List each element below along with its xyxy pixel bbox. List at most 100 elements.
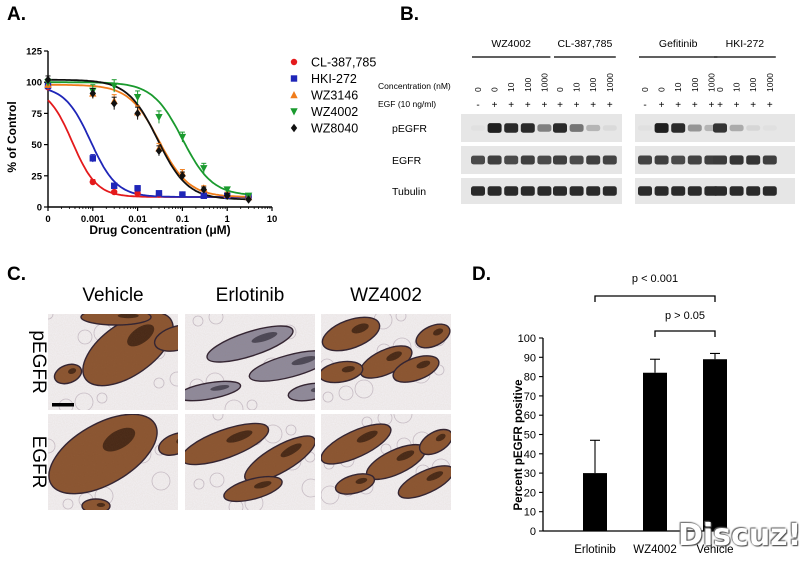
panel-a-data-point [224, 191, 231, 200]
panel-b-band [487, 123, 502, 133]
panel-b-concentration-value: 100 [748, 78, 758, 92]
panel-b-blot-label: EGFR [392, 155, 422, 167]
panel-d-bar [583, 473, 607, 531]
panel-b-band [762, 155, 777, 165]
panel-b-egf-value: + [590, 100, 596, 111]
panel-b-egf-value: + [525, 100, 531, 111]
panel-a-data-point [245, 195, 252, 204]
panel-d-category-label: Erlotinib [574, 544, 616, 556]
panel-b-band [586, 124, 601, 132]
panel-d-label: D. [472, 264, 491, 285]
panel-b-band [520, 155, 535, 165]
panel-d-y-tick-label: 40 [524, 449, 536, 461]
panel-d-significance-label: p < 0.001 [632, 273, 678, 285]
panel-d-significance-bracket [594, 295, 716, 302]
panel-c-histology: Vehicle Erlotinib WZ4002 pEGFR EGFR [28, 285, 451, 510]
panel-a-y-tick-label: 100 [26, 78, 42, 89]
panel-b-band [569, 155, 584, 165]
panel-a-dose-response-chart: % of Control Drug Concentration (μM) 0 25… [5, 47, 376, 238]
panel-d-y-axis-label: Percent pEGFR positive [513, 379, 525, 510]
panel-b-group-label: Gefitinib [659, 38, 698, 50]
panel-c-row-label: EGFR [28, 436, 49, 489]
panel-a-data-point [155, 190, 163, 197]
panel-c-scale-bar [52, 403, 74, 407]
panel-b-band [569, 124, 584, 132]
panel-c-tissue-image [185, 314, 315, 410]
panel-b-band [713, 155, 727, 165]
panel-c-column-label: Vehicle [82, 285, 143, 306]
panel-a-fit-curve [48, 83, 250, 198]
egf-row-label: EGF (10 ng/ml) [378, 99, 436, 109]
panel-b-band [713, 186, 727, 196]
panel-c-tissue-image [321, 414, 451, 510]
panel-b-band [504, 186, 519, 196]
panel-b-blot-label: Tubulin [392, 186, 426, 198]
panel-a-data-point [110, 99, 118, 108]
panel-b-band [537, 186, 552, 196]
panel-a-fit-curve [47, 89, 250, 198]
panel-c-tissue-image [48, 414, 178, 510]
panel-b-egf-value: + [767, 100, 773, 111]
panel-a-legend-marker [290, 108, 298, 116]
concentration-row-label: Concentration (nM) [378, 81, 451, 91]
panel-a-data-point [223, 186, 231, 194]
panel-b-concentration-value: 10 [572, 82, 582, 92]
panel-d-significance-label: p > 0.05 [665, 310, 705, 322]
panel-a-fit-curve [47, 99, 250, 198]
panel-d-bar [703, 359, 727, 531]
panel-a-y-tick-label: 125 [26, 47, 43, 58]
panel-a-legend-label: CL-387,785 [311, 56, 376, 70]
panel-b-band [537, 155, 552, 165]
panel-d-y-tick-label: 90 [524, 352, 536, 364]
panel-b-band [520, 186, 535, 196]
panel-b-concentration-value: 0 [657, 87, 667, 92]
panel-b-band [553, 186, 567, 196]
panel-b-label: B. [400, 4, 419, 25]
panel-a-data-point [89, 89, 96, 98]
panel-b-band [487, 155, 502, 165]
panel-a-data-point [200, 165, 208, 173]
panel-c-column-label: Erlotinib [216, 285, 285, 306]
panel-d-bar [643, 372, 667, 531]
panel-b-band [520, 123, 535, 133]
panel-b-band [671, 186, 686, 196]
panel-d-y-tick-label: 30 [524, 468, 536, 480]
panel-b-egf-value: + [717, 100, 723, 111]
panel-b-concentration-value: 100 [523, 78, 533, 92]
panel-a-x-tick-label: 10 [267, 214, 278, 225]
panel-b-band [487, 186, 502, 196]
panel-a-legend-label: WZ3146 [311, 89, 358, 103]
panel-a-data-point [178, 133, 187, 142]
panel-b-band [586, 155, 601, 165]
panel-b-concentration-value: 1000 [539, 73, 549, 92]
panel-a-y-tick-label: 50 [31, 140, 42, 151]
panel-b-band [654, 123, 669, 133]
panel-b-band [671, 123, 686, 133]
panel-b-concentration-value: 100 [588, 78, 598, 92]
panel-c-row-label: pEGFR [28, 330, 49, 393]
panel-a-x-tick-label: 1 [225, 214, 231, 225]
panel-b-band [687, 155, 702, 165]
panel-b-concentration-value: 100 [690, 78, 700, 92]
panel-b-concentration-value: 0 [490, 87, 500, 92]
panel-b-band [471, 186, 485, 196]
panel-a-data-point [110, 82, 118, 90]
panel-d-bar-chart: Percent pEGFR positive 0 10 20 30 40 50 60 70 80… [513, 273, 734, 556]
panel-b-group-label: CL-387,785 [557, 38, 612, 50]
panel-a-y-axis-label: % of Control [5, 101, 19, 172]
panel-b-band [504, 155, 519, 165]
panel-b-western-blot: Concentration (nM) EGF (10 ng/ml) WZ4002… [378, 38, 795, 204]
panel-d-y-tick-label: 100 [518, 333, 536, 345]
panel-b-egf-value: + [708, 100, 714, 111]
panel-b-band [746, 125, 761, 131]
panel-c-column-label: WZ4002 [350, 285, 422, 306]
panel-a-data-point [110, 182, 118, 189]
panel-b-band [553, 155, 567, 165]
panel-a-y-tick-label: 0 [37, 203, 42, 214]
panel-b-band [687, 186, 702, 196]
panel-b-group-label: HKI-272 [726, 38, 765, 50]
panel-b-band [638, 125, 652, 131]
panel-a-legend-label: HKI-272 [311, 72, 357, 86]
panel-b-egf-value: + [607, 100, 613, 111]
panel-b-concentration-value: 0 [555, 87, 565, 92]
